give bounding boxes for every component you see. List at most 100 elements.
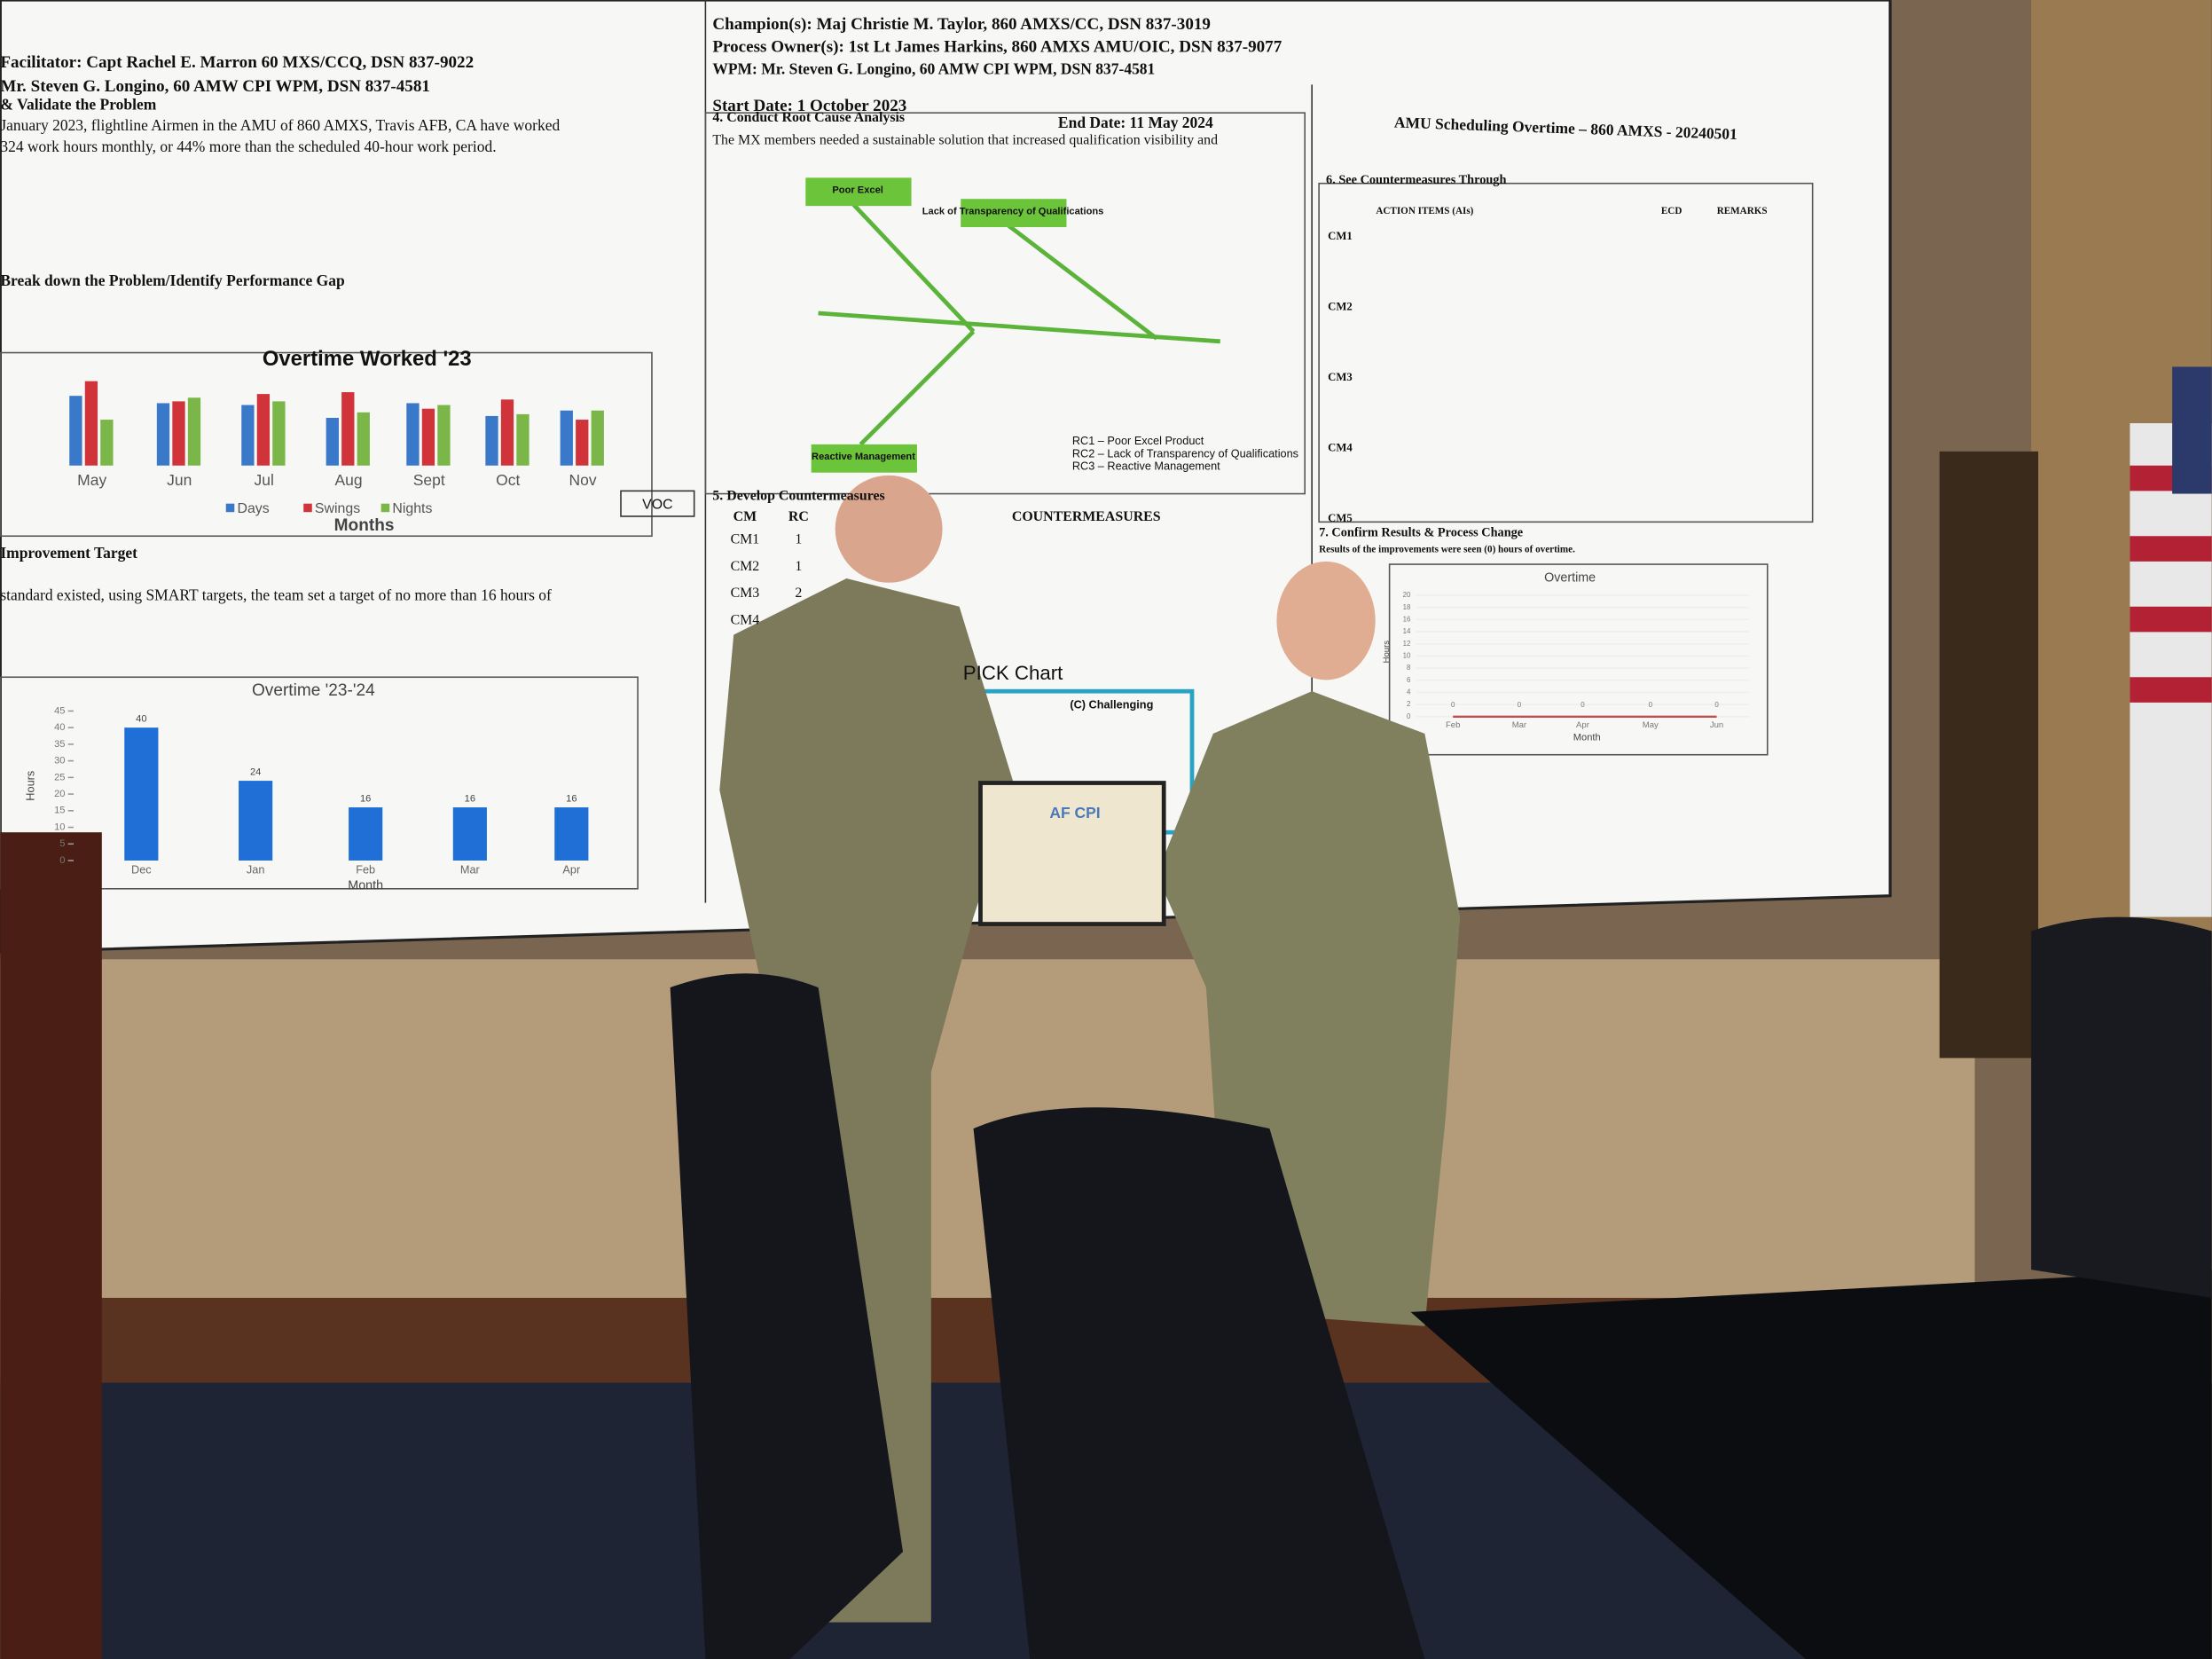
data-label: 16 — [360, 793, 371, 804]
screen-text: Months — [334, 516, 395, 535]
flag — [2130, 423, 2212, 917]
bar — [421, 408, 435, 466]
x-tick-label: Nov — [569, 471, 597, 489]
screen-text: Overtime '23-'24 — [252, 681, 375, 700]
data-label: 16 — [566, 793, 577, 804]
screen-text: REMARKS — [1717, 206, 1768, 216]
fishbone — [818, 202, 1220, 446]
legend-label: Nights — [392, 501, 432, 516]
chair — [973, 1107, 1425, 1659]
screen-text: CM5 — [1328, 512, 1353, 524]
y-tick-label: 5 — [59, 838, 65, 849]
screen-text: CM4 — [1328, 442, 1353, 454]
screen-text: RC2 – Lack of Transparency of Qualificat… — [1072, 446, 1298, 460]
rca-frame — [704, 112, 1306, 495]
screen-text: CM1 — [731, 532, 760, 547]
door — [1939, 451, 2039, 1058]
x-tick-label: Oct — [496, 471, 520, 489]
bar — [187, 397, 201, 466]
chart1-frame — [0, 351, 653, 538]
x-tick-label: Apr — [562, 862, 581, 876]
x-tick-label: Aug — [335, 471, 363, 489]
fishbone-box — [811, 444, 917, 473]
screen-text: Mr. Steven G. Longino, 60 AMW CPI WPM, D… — [0, 77, 430, 96]
bar — [326, 417, 339, 466]
screen-text: Results of the improvements were seen (0… — [1319, 545, 1575, 555]
screen-text: Lack of Transparency of Qualifications — [922, 206, 1104, 216]
screen-text: Facilitator: Capt Rachel E. Marron 60 MX… — [0, 53, 474, 72]
y-tick-label: 16 — [1403, 615, 1411, 623]
data-label: 24 — [250, 767, 261, 777]
data-label: 0 — [1649, 701, 1653, 709]
bar — [500, 399, 514, 466]
screen-text: Reactive Management — [812, 452, 915, 462]
bar — [349, 807, 383, 861]
screen-text: Break down the Problem/Identify Performa… — [0, 271, 345, 289]
podium — [0, 832, 102, 1659]
screen-text: Hours — [24, 771, 37, 801]
screen-text: Champion(s): Maj Christie M. Taylor, 860… — [712, 15, 1211, 34]
x-tick-label: Jun — [1710, 720, 1723, 730]
screen-text: CM4 — [731, 612, 760, 627]
screen-text: 6. See Countermeasures Through — [1326, 173, 1506, 187]
screen-text: Improvement Target — [0, 544, 137, 562]
screen-text: CM — [733, 509, 757, 524]
x-tick-label: Dec — [131, 862, 152, 876]
bar — [239, 781, 273, 861]
certificate — [978, 781, 1166, 926]
x-tick-label: Jan — [247, 862, 265, 876]
bar — [241, 405, 255, 466]
bar — [406, 403, 420, 466]
screen-text: AF CPI — [1049, 804, 1100, 822]
fishbone-box — [805, 177, 912, 207]
ai-table — [1318, 182, 1814, 523]
screen-text: (C) Challenging — [1070, 697, 1153, 711]
screen-text: The MX members needed a sustainable solu… — [712, 133, 1218, 148]
flag-stripe — [2130, 606, 2212, 633]
data-label: 0 — [1714, 701, 1719, 709]
screen-text: & Validate the Problem — [0, 95, 156, 113]
bar — [272, 401, 286, 466]
data-label: 16 — [465, 793, 475, 804]
y-tick-label: 8 — [1407, 664, 1411, 672]
screen-text: 1 — [795, 559, 802, 574]
screen-text: 2 — [795, 586, 802, 601]
screen-text: CM2 — [1328, 301, 1353, 313]
legend-swatch — [380, 503, 390, 513]
y-tick-label: 0 — [1407, 712, 1411, 720]
chair — [670, 973, 904, 1659]
y-tick-label: 40 — [54, 722, 65, 733]
x-tick-label: Mar — [460, 862, 481, 876]
screen-text: 5. Develop Countermeasures — [712, 488, 884, 503]
screen-text: RC3 – Reactive Management — [1072, 460, 1220, 473]
bar — [156, 403, 170, 466]
chart2-frame — [0, 676, 639, 890]
legend-label: Days — [237, 501, 269, 516]
screen-text: Month — [1573, 733, 1601, 743]
data-label: 0 — [1518, 701, 1522, 709]
screen-text: Process Owner(s): 1st Lt James Harkins, … — [712, 37, 1282, 56]
screen-text: Overtime Worked '23 — [263, 347, 472, 371]
data-label: 0 — [1581, 701, 1585, 709]
screen-text: WPM: Mr. Steven G. Longino, 60 AMW CPI W… — [712, 60, 1155, 78]
bar — [576, 420, 589, 466]
bar — [554, 807, 589, 861]
x-tick-label: Sept — [413, 471, 445, 489]
bar — [341, 392, 355, 466]
bar — [357, 412, 370, 466]
bar — [560, 410, 573, 466]
screen-text: End Date: 11 May 2024 — [1058, 114, 1213, 131]
legend-swatch — [303, 503, 312, 513]
screen-text: RC1 – Poor Excel Product — [1072, 434, 1204, 447]
y-tick-label: 20 — [1403, 591, 1411, 599]
screen-text: PICK Chart — [963, 662, 1063, 684]
screen-text: standard existed, using SMART targets, t… — [0, 586, 552, 604]
x-tick-label: Jun — [167, 471, 192, 489]
bar — [485, 415, 498, 466]
screen-text: Hours — [1382, 641, 1392, 664]
bar — [591, 410, 604, 466]
y-tick-label: 35 — [54, 739, 65, 750]
screen-text: RC — [788, 509, 809, 524]
y-tick-label: 2 — [1407, 700, 1411, 708]
